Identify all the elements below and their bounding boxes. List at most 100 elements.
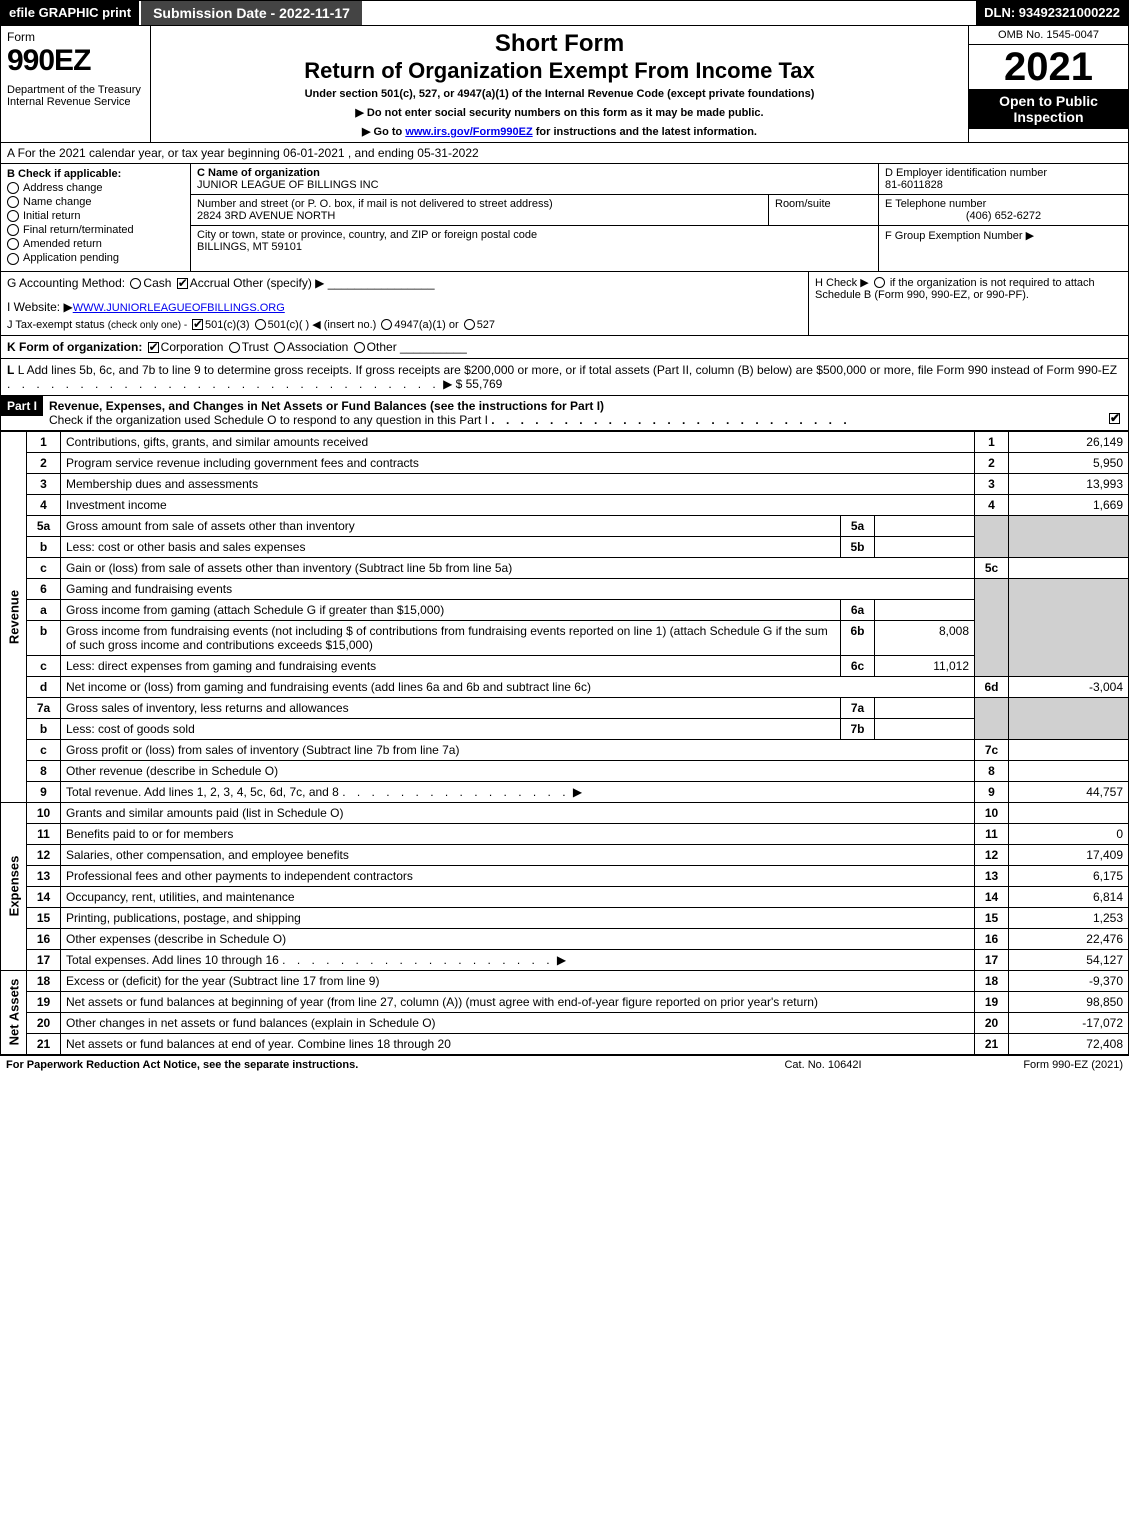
org-address: 2824 3RD AVENUE NORTH [197, 210, 335, 222]
lines-table: Revenue 1Contributions, gifts, grants, a… [0, 431, 1129, 1055]
box-d: D Employer identification number81-60118… [879, 164, 1128, 195]
ln6d-val: -3,004 [1009, 676, 1129, 697]
box-e: E Telephone number(406) 652-6272 [879, 195, 1128, 226]
j-501c-radio[interactable] [255, 319, 266, 330]
ln2-text: Program service revenue including govern… [61, 452, 975, 473]
col-def: D Employer identification number81-60118… [878, 164, 1128, 271]
chk-amended-return[interactable]: Amended return [7, 238, 184, 250]
ln6a-text: Gross income from gaming (attach Schedul… [61, 599, 841, 620]
ln20-val: -17,072 [1009, 1012, 1129, 1033]
submission-date: Submission Date - 2022-11-17 [139, 1, 364, 25]
k-other-radio[interactable] [354, 342, 365, 353]
ln14-text: Occupancy, rent, utilities, and maintena… [61, 886, 975, 907]
col-h: H Check ▶ if the organization is not req… [808, 272, 1128, 335]
i-label: I Website: ▶ [7, 300, 73, 314]
efile-print-button[interactable]: efile GRAPHIC print [1, 1, 139, 25]
g-accrual-check[interactable] [177, 278, 188, 289]
room-suite-label: Room/suite [768, 195, 878, 225]
h-check[interactable] [874, 277, 885, 288]
k-corp-check[interactable] [148, 342, 159, 353]
irs-link[interactable]: www.irs.gov/Form990EZ [405, 126, 532, 138]
ln11-val: 0 [1009, 823, 1129, 844]
ln1-num: 1 [27, 431, 61, 452]
line-a-text: A For the 2021 calendar year, or tax yea… [7, 146, 479, 160]
k-corp: Corporation [161, 340, 224, 354]
ln8-text: Other revenue (describe in Schedule O) [61, 760, 975, 781]
ln18-text: Excess or (deficit) for the year (Subtra… [61, 970, 975, 991]
ln13-val: 6,175 [1009, 865, 1129, 886]
city-label: City or town, state or province, country… [197, 229, 537, 241]
box-f: F Group Exemption Number ▶ [879, 226, 1128, 245]
part-i-desc-text: Revenue, Expenses, and Changes in Net As… [49, 399, 604, 413]
line-l: L L Add lines 5b, 6c, and 7b to line 9 t… [0, 359, 1129, 396]
short-form-title: Short Form [157, 30, 962, 58]
org-city: BILLINGS, MT 59101 [197, 241, 302, 253]
ln11-text: Benefits paid to or for members [61, 823, 975, 844]
irs-label: Internal Revenue Service [7, 96, 144, 108]
ln5b-text: Less: cost or other basis and sales expe… [61, 536, 841, 557]
ln6d-text: Net income or (loss) from gaming and fun… [61, 676, 975, 697]
form-label: Form [7, 30, 144, 44]
col-g: G Accounting Method: Cash Accrual Other … [1, 272, 808, 335]
ln6c-val: 11,012 [875, 655, 975, 676]
j-4947-radio[interactable] [381, 319, 392, 330]
ln12-val: 17,409 [1009, 844, 1129, 865]
j-label: J Tax-exempt status [7, 319, 105, 331]
j-501c: 501(c)( ) ◀ (insert no.) [268, 319, 377, 331]
top-bar: efile GRAPHIC print Submission Date - 20… [0, 0, 1129, 26]
side-expenses: Expenses [1, 802, 27, 970]
g-accrual: Accrual [190, 276, 230, 290]
ln6-text: Gaming and fundraising events [61, 578, 975, 599]
ln2-val: 5,950 [1009, 452, 1129, 473]
ln15-text: Printing, publications, postage, and shi… [61, 907, 975, 928]
ln7c-text: Gross profit or (loss) from sales of inv… [61, 739, 975, 760]
line-a: A For the 2021 calendar year, or tax yea… [0, 143, 1129, 164]
org-name: JUNIOR LEAGUE OF BILLINGS INC [197, 179, 379, 191]
ln16-val: 22,476 [1009, 928, 1129, 949]
j-527-radio[interactable] [464, 319, 475, 330]
j-4947: 4947(a)(1) or [394, 319, 458, 331]
ln17-text: Total expenses. Add lines 10 through 16 … [61, 949, 975, 970]
tax-year: 2021 [969, 45, 1128, 89]
chk-initial-return[interactable]: Initial return [7, 210, 184, 222]
ln19-val: 98,850 [1009, 991, 1129, 1012]
ln3-text: Membership dues and assessments [61, 473, 975, 494]
header-left: Form 990EZ Department of the Treasury In… [1, 26, 151, 142]
k-assoc: Association [287, 340, 348, 354]
k-assoc-radio[interactable] [274, 342, 285, 353]
j-rest: (check only one) - [108, 320, 190, 331]
ln4-text: Investment income [61, 494, 975, 515]
header-center: Short Form Return of Organization Exempt… [151, 26, 968, 142]
j-501c3-check[interactable] [192, 319, 203, 330]
c-label: C Name of organization [197, 167, 320, 179]
row-c-name: C Name of organizationJUNIOR LEAGUE OF B… [191, 164, 878, 195]
chk-address-change[interactable]: Address change [7, 182, 184, 194]
g-cash-radio[interactable] [130, 278, 141, 289]
return-title: Return of Organization Exempt From Incom… [157, 58, 962, 84]
box-b-c-d-e-f: B Check if applicable: Address change Na… [0, 164, 1129, 272]
goto-suffix: for instructions and the latest informat… [533, 126, 757, 138]
ln4-val: 1,669 [1009, 494, 1129, 515]
k-trust: Trust [242, 340, 269, 354]
part-i-check: Check if the organization used Schedule … [49, 413, 488, 427]
omb-number: OMB No. 1545-0047 [969, 26, 1128, 45]
part-i-schedule-o-check[interactable] [1109, 413, 1120, 424]
ln5c-text: Gain or (loss) from sale of assets other… [61, 557, 975, 578]
ln16-text: Other expenses (describe in Schedule O) [61, 928, 975, 949]
chk-final-return[interactable]: Final return/terminated [7, 224, 184, 236]
chk-application-pending[interactable]: Application pending [7, 252, 184, 264]
row-c-city: City or town, state or province, country… [191, 226, 878, 271]
ln1-rn: 1 [975, 431, 1009, 452]
line-k: K Form of organization: Corporation Trus… [0, 336, 1129, 359]
website-link[interactable]: WWW.JUNIORLEAGUEOFBILLINGS.ORG [73, 302, 285, 314]
chk-name-change[interactable]: Name change [7, 196, 184, 208]
ln17-val: 54,127 [1009, 949, 1129, 970]
g-other: Other (specify) ▶ [233, 276, 324, 290]
goto-prefix: ▶ Go to [362, 126, 405, 138]
subtitle: Under section 501(c), 527, or 4947(a)(1)… [157, 88, 962, 100]
ln1-val: 26,149 [1009, 431, 1129, 452]
k-trust-radio[interactable] [229, 342, 240, 353]
dln: DLN: 93492321000222 [976, 1, 1128, 25]
open-to-public: Open to Public Inspection [969, 89, 1128, 129]
ln3-val: 13,993 [1009, 473, 1129, 494]
